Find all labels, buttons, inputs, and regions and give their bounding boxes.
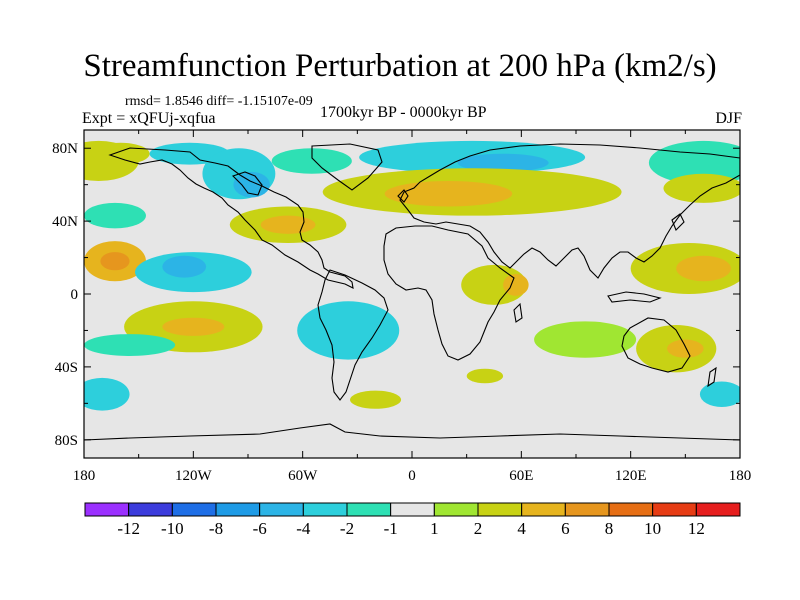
coast-indonesia	[607, 291, 662, 303]
x-tick-label: 60E	[509, 468, 533, 484]
coast-greenland	[311, 143, 383, 191]
period-label: 1700kyr BP - 0000kyr BP	[320, 104, 487, 121]
x-tick-label: 180	[73, 468, 96, 484]
anomaly-32	[466, 368, 504, 384]
anomaly-18	[676, 255, 731, 282]
x-tick-label: 120W	[175, 468, 213, 484]
coast-japan	[671, 213, 685, 231]
anomaly-11	[663, 173, 740, 203]
anomaly-33	[699, 381, 740, 407]
coastlines	[84, 143, 740, 441]
x-tick-label: 0	[408, 468, 416, 484]
colorbar-swatch	[521, 502, 566, 517]
colorbar-swatch	[390, 502, 435, 517]
colorbar-swatch	[433, 502, 479, 517]
anomaly-7	[457, 153, 549, 172]
anomaly-10	[648, 140, 740, 185]
anomaly-1	[91, 142, 150, 165]
colorbar: -12 -10 -8 -6 -4 -2 -1 1 2 4 6 8 10 12	[84, 502, 741, 538]
anomaly-5	[271, 148, 352, 174]
coast-uk	[397, 189, 409, 203]
colorbar-swatch	[695, 502, 741, 517]
chart-title: Streamfunction Perturbation at 200 hPa (…	[83, 48, 717, 84]
anomaly-20	[162, 255, 207, 278]
anomaly-24	[162, 317, 225, 336]
anomaly-22	[503, 273, 529, 296]
anomaly-28	[667, 339, 704, 358]
colorbar-label: -4	[296, 519, 311, 538]
anomaly-field	[84, 140, 740, 411]
axis-labels: 80N 40N 0 40S 80S 180 120W 60W 0 60E 120E 180	[52, 141, 751, 484]
colorbar-swatch	[346, 502, 392, 517]
colorbar-label: -2	[340, 519, 354, 538]
anomaly-14	[260, 215, 316, 234]
coast-eurasia	[399, 143, 740, 279]
y-tick-label: 40N	[52, 214, 78, 230]
colorbar-label: -12	[117, 519, 140, 538]
colorbar-label: 6	[561, 519, 570, 538]
anomaly-29	[84, 334, 176, 356]
colorbar-swatch	[608, 502, 654, 517]
colorbar-label: -10	[161, 519, 184, 538]
anomaly-12	[84, 202, 146, 229]
stats-label: rmsd= 1.8546 diff= -1.15107e-09	[125, 94, 313, 109]
colorbar-swatch	[477, 502, 523, 517]
x-tick-label: 60W	[288, 468, 318, 484]
tick-marks	[83, 130, 741, 458]
colorbar-label: -6	[253, 519, 267, 538]
colorbar-swatch	[215, 502, 261, 517]
y-tick-label: 80N	[52, 141, 78, 157]
colorbar-swatch	[302, 502, 348, 517]
y-tick-label: 80S	[55, 433, 78, 449]
anomaly-25	[297, 301, 400, 360]
colorbar-label: 8	[605, 519, 614, 538]
coast-antarctica	[84, 423, 740, 441]
colorbar-label: 2	[474, 519, 483, 538]
colorbar-swatch	[652, 502, 697, 517]
colorbar-label: 1	[430, 519, 439, 538]
coast-madagascar	[513, 302, 523, 323]
anomaly-16	[100, 252, 130, 271]
colorbar-label: 4	[517, 519, 526, 538]
colorbar-swatch	[259, 502, 304, 517]
anomaly-4	[233, 171, 270, 198]
y-tick-label: 0	[71, 287, 79, 303]
coast-africa	[383, 225, 515, 361]
coast-north-america	[108, 147, 354, 289]
colorbar-label: 10	[644, 519, 661, 538]
x-tick-label: 180	[729, 468, 752, 484]
colorbar-label: -1	[384, 519, 398, 538]
coast-south-america	[317, 269, 389, 401]
experiment-label: Expt = xQFUj-xqfua	[82, 110, 216, 127]
y-tick-label: 40S	[55, 360, 78, 376]
coast-hudson-bay	[231, 171, 263, 196]
anomaly-26	[534, 321, 637, 358]
anomaly-30	[84, 377, 130, 411]
colorbar-label: 12	[688, 519, 705, 538]
colorbar-label: -8	[209, 519, 223, 538]
anomaly-9	[384, 181, 513, 207]
colorbar-swatch	[171, 502, 217, 517]
anomaly-31	[350, 390, 402, 409]
colorbar-swatch	[564, 502, 610, 517]
coast-australia	[621, 317, 691, 373]
coast-new-zealand	[707, 366, 717, 388]
season-label: DJF	[715, 110, 742, 127]
colorbar-swatch	[128, 502, 173, 517]
colorbar-swatch	[84, 502, 130, 517]
x-tick-label: 120E	[615, 468, 647, 484]
